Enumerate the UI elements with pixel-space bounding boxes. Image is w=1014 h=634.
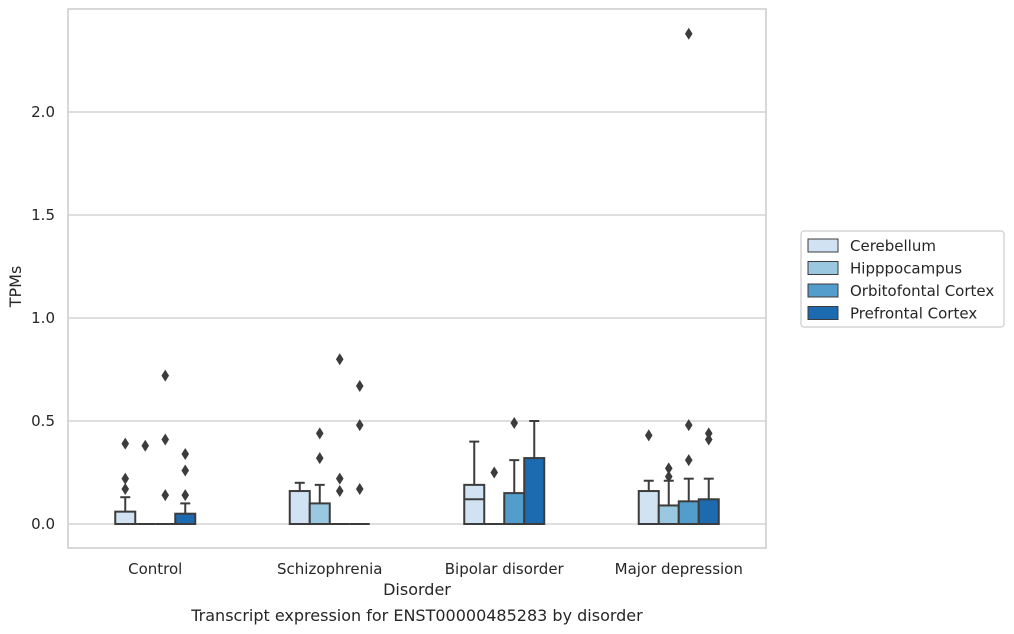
legend-label: Orbitofontal Cortex [850,282,994,300]
outlier-point [181,464,190,477]
box-body [657,504,680,525]
box-orbitofontal-cortex [155,369,176,525]
box-body [288,490,311,526]
plot-frame [67,8,767,549]
outlier-point [490,466,499,479]
y-tick-label: 0.0 [31,515,55,533]
y-tick-label: 1.0 [31,309,55,327]
box-body [308,502,331,525]
box-cerebellum [637,429,660,526]
legend-label: Hipppocampus [850,260,962,278]
legend-swatch [807,283,839,298]
outlier-point [121,472,130,485]
box-hipppocampus [308,427,331,525]
x-tick-label: Control [128,560,182,578]
legend-label: Cerebellum [850,237,936,255]
outlier-point [335,485,344,498]
y-tick-label: 0.5 [31,412,55,430]
outlier-point [121,437,130,450]
outlier-point [664,462,673,475]
box-plot: 0.0 0.5 1.0 1.5 2.0 Control Schizophrenia Bipo… [6,8,1005,599]
outlier-point [315,427,324,440]
outlier-point [355,482,364,495]
x-axis-label: Disorder [383,580,451,599]
box-body [503,492,526,526]
outlier-point [121,482,130,495]
x-tick-label: Bipolar disorder [445,560,565,578]
legend-frame [800,230,1005,328]
outlier-point [161,433,170,446]
box-body [677,500,700,525]
outlier-point [704,427,713,440]
legend-swatch [807,306,839,320]
outlier-point [335,472,344,485]
box-prefrontal-cortex [174,447,197,526]
outlier-point [355,419,364,432]
outlier-point [664,470,673,483]
outlier-point [141,439,150,452]
y-tick-label: 2.0 [31,103,55,121]
box-hipppocampus [657,462,680,525]
legend-swatch [807,261,839,275]
y-axis-ticks: 0.0 0.5 1.0 1.5 2.0 [31,103,55,533]
outlier-point [684,27,693,40]
figure-caption: Transcript expression for ENST0000048528… [191,606,643,625]
outlier-point [644,429,653,442]
box-body [697,498,720,525]
outlier-point [510,417,519,430]
outlier-point [684,419,693,432]
x-tick-label: Major depression [615,560,743,578]
box-cerebellum [114,437,137,526]
box-prefrontal-cortex [523,420,546,525]
box-prefrontal-cortex [697,427,720,525]
box-body [174,512,197,526]
box-body [637,490,660,526]
box-orbitofontal-cortex [677,27,700,525]
outlier-point [161,369,170,382]
outlier-point [355,379,364,392]
box-hipppocampus [135,439,156,525]
outlier-point [315,452,324,465]
box-orbitofontal-cortex [503,417,526,526]
outlier-point [181,489,190,502]
box-body [463,483,486,525]
outlier-point [181,447,190,460]
x-axis-ticks: Control Schizophrenia Bipolar disorder Majo… [128,560,743,578]
x-tick-label: Schizophrenia [277,560,382,578]
legend-swatch [807,238,839,253]
box-orbitofontal-cortex [329,353,350,525]
outlier-point [335,353,344,366]
y-tick-label: 1.5 [31,206,55,224]
grid-lines [68,111,766,525]
outlier-point [161,489,170,502]
box-cerebellum [288,481,311,526]
y-axis-label: TPMs [6,266,25,309]
legend-label: Prefrontal Cortex [850,305,977,323]
box-body [114,510,137,526]
box-cerebellum [463,440,486,525]
box-body [523,457,546,525]
box-hipppocampus [484,466,505,525]
outlier-point [684,454,693,467]
box-series-group [114,27,720,526]
legend: Cerebellum Hipppocampus Orbitofontal Corte… [800,230,1005,328]
box-prefrontal-cortex [349,379,370,525]
outlier-point [704,433,713,446]
